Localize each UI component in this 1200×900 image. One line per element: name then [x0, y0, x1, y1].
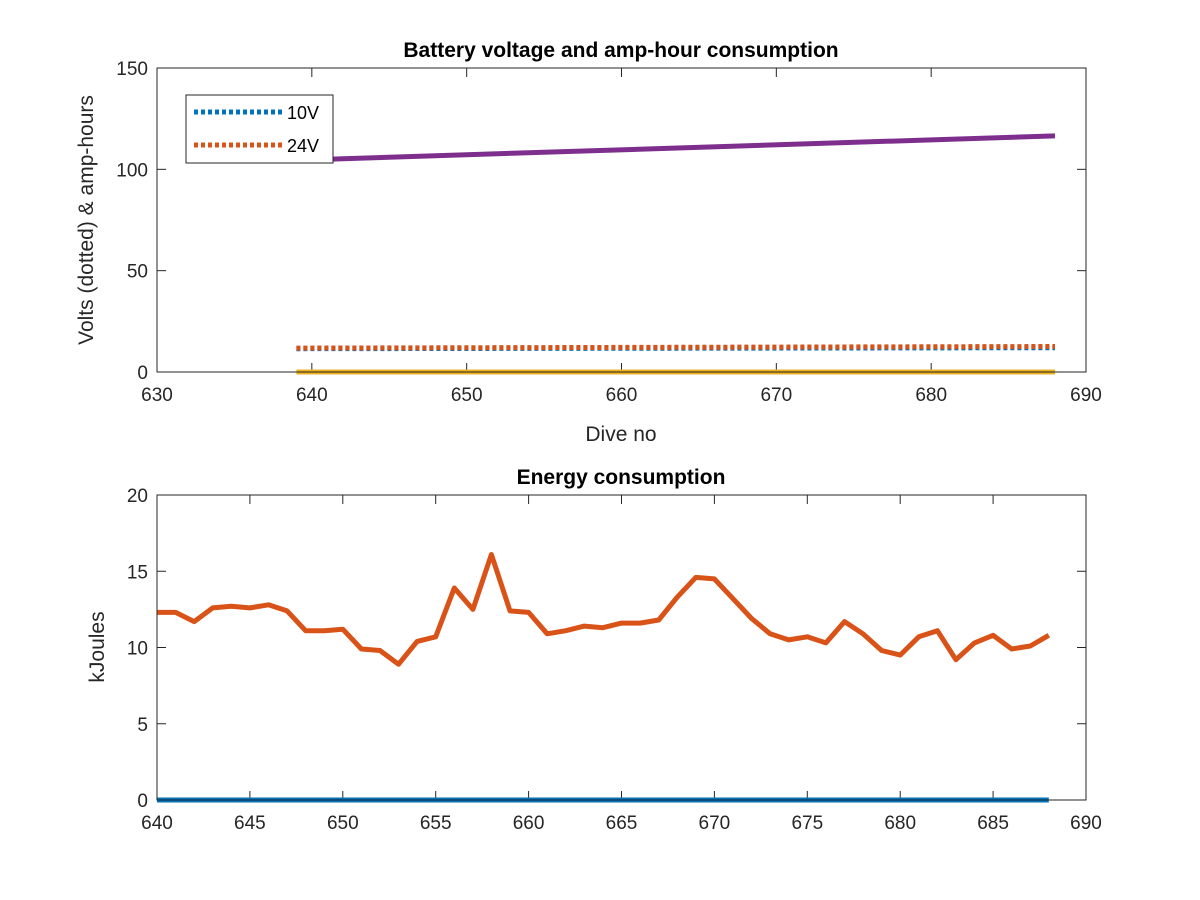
voltage-xtick-label: 630: [141, 385, 173, 406]
energy-xtick-label: 680: [884, 813, 916, 834]
energy-plot-ylabel: kJoules: [86, 611, 109, 682]
voltage-plot-xlabel: Dive no: [585, 423, 656, 446]
voltage-xtick-label: 660: [606, 385, 638, 406]
energy-xtick-label: 685: [977, 813, 1009, 834]
energy-ytick-label: 15: [127, 562, 148, 583]
legend: 10V 24V: [185, 94, 334, 164]
voltage-plot: Battery voltage and amp-hour consumption…: [75, 39, 1102, 446]
energy-xtick-label: 645: [234, 813, 266, 834]
energy-plot-ticks: 640 645 650 655 660 665 670 675 680 685 690 0 5 10 15 2…: [127, 486, 1102, 834]
energy-xtick-label: 640: [141, 813, 173, 834]
energy-plot-title: Energy consumption: [517, 466, 726, 489]
voltage-xtick-label: 640: [296, 385, 328, 406]
energy-xtick-label: 650: [327, 813, 359, 834]
legend-10v-label: 10V: [287, 103, 319, 123]
voltage-plot-title: Battery voltage and amp-hour consumption: [403, 39, 838, 62]
voltage-ytick-label: 50: [127, 262, 148, 283]
energy-ytick-label: 20: [127, 486, 148, 507]
energy-xtick-label: 690: [1070, 813, 1102, 834]
energy-plot: Energy consumption 640 645 650 655 660 665 670…: [86, 466, 1102, 834]
energy-series-1-line: [157, 552, 1051, 667]
voltage-series-3-line: [296, 133, 1056, 163]
energy-ytick-label: 10: [127, 639, 148, 660]
energy-plot-axes-box: [156, 494, 1087, 801]
energy-xtick-label: 655: [420, 813, 452, 834]
voltage-plot-axes-box: [156, 67, 1087, 373]
voltage-ytick-label: 150: [116, 59, 148, 80]
voltage-plot-ticks: 630 640 650 660 670 680 690 0 50 100 150: [116, 59, 1102, 406]
legend-24v-label: 24V: [287, 136, 319, 156]
legend-box: [185, 94, 334, 164]
energy-xtick-label: 660: [513, 813, 545, 834]
energy-xtick-label: 665: [606, 813, 638, 834]
energy-ytick-label: 5: [137, 715, 148, 736]
voltage-xtick-label: 650: [451, 385, 483, 406]
voltage-plot-ylabel: Volts (dotted) & amp-hours: [75, 95, 98, 345]
voltage-ytick-label: 100: [116, 160, 148, 181]
energy-xtick-label: 670: [699, 813, 731, 834]
voltage-xtick-label: 690: [1070, 385, 1102, 406]
voltage-xtick-label: 670: [760, 385, 792, 406]
voltage-series-24v-line: [296, 344, 1056, 351]
energy-ytick-label: 0: [137, 791, 148, 812]
voltage-ytick-label: 0: [137, 363, 148, 384]
voltage-xtick-label: 680: [915, 385, 947, 406]
energy-xtick-label: 675: [791, 813, 823, 834]
